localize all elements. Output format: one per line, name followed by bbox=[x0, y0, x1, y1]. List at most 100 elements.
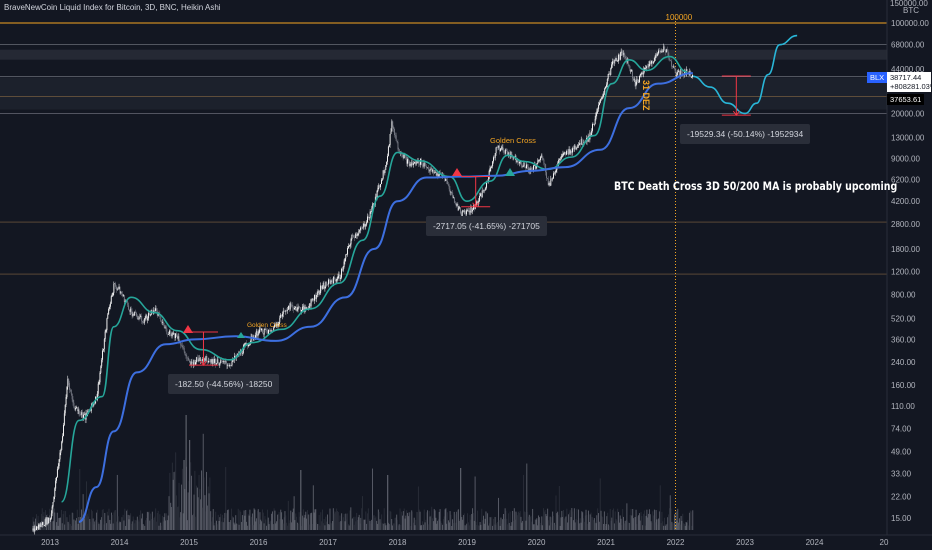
candle bbox=[673, 66, 675, 69]
volume-bar bbox=[432, 521, 434, 530]
volume-bar bbox=[633, 518, 635, 530]
candle bbox=[417, 160, 419, 164]
candle bbox=[403, 154, 405, 159]
volume-bar bbox=[329, 508, 331, 530]
volume-bar bbox=[525, 520, 527, 530]
candle bbox=[50, 513, 52, 519]
candle bbox=[293, 307, 295, 310]
candle bbox=[149, 315, 151, 316]
volume-bar bbox=[421, 525, 423, 530]
candle bbox=[356, 234, 358, 236]
volume-bar bbox=[657, 524, 659, 530]
volume-bar bbox=[132, 516, 134, 530]
volume-bar bbox=[160, 522, 162, 530]
volume-bar bbox=[317, 524, 318, 530]
candle bbox=[122, 294, 124, 296]
candle bbox=[37, 526, 39, 529]
candle bbox=[63, 413, 65, 425]
volume-bar bbox=[608, 524, 609, 530]
candle bbox=[362, 226, 364, 229]
volume-bar bbox=[692, 510, 694, 530]
volume-bar bbox=[379, 519, 381, 530]
volume-bar bbox=[568, 514, 569, 530]
volume-bar bbox=[307, 510, 308, 530]
candle bbox=[307, 307, 309, 309]
candle bbox=[53, 497, 55, 503]
candle bbox=[288, 305, 289, 310]
candle bbox=[354, 233, 356, 239]
candle bbox=[166, 328, 168, 334]
volume-bar bbox=[221, 514, 223, 530]
volume-bar bbox=[674, 524, 676, 530]
volume-bar bbox=[301, 525, 303, 530]
candle bbox=[595, 113, 597, 119]
candle bbox=[365, 224, 367, 227]
volume-bar bbox=[98, 523, 100, 530]
volume-bar bbox=[103, 524, 105, 530]
candle bbox=[614, 59, 616, 62]
candle bbox=[355, 233, 357, 236]
volume-bar bbox=[581, 511, 583, 530]
candle bbox=[471, 206, 473, 212]
candle bbox=[570, 150, 572, 154]
candle bbox=[500, 148, 501, 152]
candle bbox=[500, 148, 502, 149]
volume-bar bbox=[198, 474, 200, 530]
candle bbox=[132, 313, 134, 317]
volume-bar bbox=[116, 474, 118, 530]
candle bbox=[414, 161, 416, 165]
volume-bar bbox=[226, 513, 228, 530]
volume-bar bbox=[171, 462, 173, 530]
candle bbox=[364, 223, 366, 227]
volume-bar bbox=[417, 486, 419, 530]
candle bbox=[32, 528, 34, 531]
candle bbox=[317, 290, 319, 293]
volume-bar bbox=[502, 519, 504, 530]
candle bbox=[460, 207, 461, 214]
price-axis-tick: 520.00 bbox=[891, 315, 916, 324]
symbol-tag: BLX bbox=[867, 72, 888, 83]
candle bbox=[83, 414, 84, 418]
volume-bar bbox=[57, 525, 59, 530]
candle bbox=[666, 49, 668, 52]
candle bbox=[510, 151, 512, 158]
volume-bar bbox=[688, 512, 690, 530]
volume-bar bbox=[681, 520, 683, 530]
candle bbox=[222, 360, 223, 363]
candle bbox=[415, 161, 417, 165]
candle bbox=[427, 167, 429, 170]
candle bbox=[318, 290, 320, 294]
candle bbox=[41, 523, 43, 525]
volume-bar bbox=[611, 517, 613, 530]
volume-bar bbox=[180, 512, 182, 530]
candle bbox=[546, 172, 547, 178]
candle bbox=[135, 311, 137, 313]
volume-bar bbox=[101, 517, 102, 530]
candle bbox=[81, 412, 83, 415]
candle bbox=[343, 261, 345, 267]
price-axis-top-label: 150000.00 bbox=[890, 0, 928, 8]
volume-bar bbox=[92, 518, 94, 530]
volume-bar bbox=[589, 514, 591, 530]
volume-bar bbox=[530, 515, 532, 530]
volume-bar bbox=[91, 509, 92, 530]
candle bbox=[236, 353, 238, 356]
candle bbox=[621, 51, 623, 54]
volume-bar bbox=[332, 508, 334, 530]
candle bbox=[141, 316, 143, 322]
candle bbox=[491, 166, 493, 168]
volume-bar bbox=[86, 513, 88, 530]
volume-bar bbox=[219, 517, 221, 530]
volume-bar bbox=[352, 518, 353, 530]
candle bbox=[39, 524, 41, 527]
volume-bar bbox=[120, 522, 122, 530]
candle bbox=[129, 308, 131, 312]
volume-bar bbox=[255, 521, 257, 530]
volume-bar bbox=[360, 517, 362, 530]
candle bbox=[368, 217, 370, 219]
candle bbox=[295, 307, 297, 311]
volume-bar bbox=[246, 525, 248, 530]
volume-bar bbox=[261, 509, 263, 530]
candle bbox=[634, 79, 636, 87]
